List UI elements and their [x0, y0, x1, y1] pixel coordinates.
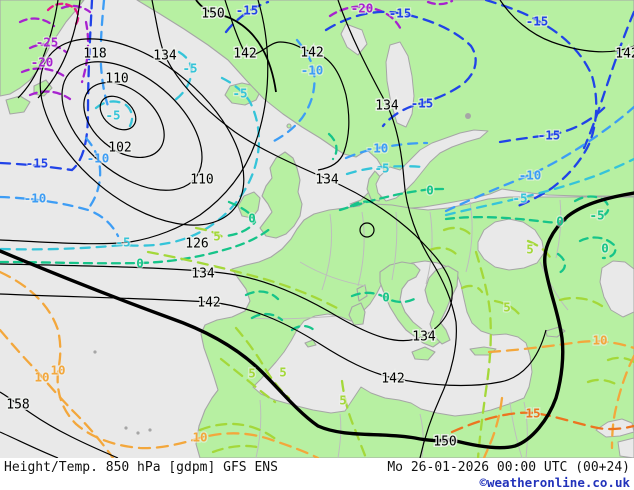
temp-contour-label: 5: [213, 229, 221, 244]
temp-contour-label: 5: [526, 242, 534, 257]
temp-contour-label: -5: [512, 191, 527, 206]
temp-contour-label: 10: [34, 370, 49, 385]
copyright-link[interactable]: ©weatheronline.co.uk: [479, 475, 630, 490]
temp-contour-label: 0: [426, 183, 434, 198]
height-contour-label: 142: [233, 47, 256, 62]
temp-contour-label: 10: [592, 333, 607, 348]
temp-contour-label: -5: [115, 235, 130, 250]
height-contour-label: 142: [197, 296, 220, 311]
height-contour-label: 102: [108, 141, 131, 156]
temp-contour-label: -15: [411, 96, 434, 111]
temp-contour-label: -5: [589, 208, 604, 223]
height-contour-label: 158: [6, 398, 29, 413]
map-svg: 102 110 110 118 126 134 134 134 134 134 142 142 142 1…: [0, 0, 634, 458]
temp-contour-label: 5: [279, 365, 287, 380]
temp-contour-label: -15: [526, 14, 549, 29]
temp-contour-label: -10: [519, 168, 542, 183]
temp-contour-label: -5: [182, 61, 197, 76]
temp-contour-label: -10: [301, 63, 324, 78]
height-contour-label: 150: [201, 7, 224, 22]
height-contour-label: 126: [185, 237, 208, 252]
temp-contour-label: 0: [136, 256, 144, 271]
height-contour-label: 134: [191, 267, 215, 282]
temp-contour-label: -15: [538, 128, 561, 143]
height-contours: [0, 0, 634, 458]
chart-title: Height/Temp. 850 hPa [gdpm] GFS ENS: [4, 460, 278, 475]
temp-contour-label: -10: [24, 191, 47, 206]
temp-contour-label: -5: [105, 108, 120, 123]
height-contour-label: 134: [315, 173, 339, 188]
height-contour-label: 110: [105, 72, 128, 87]
temp-contour-label: 10: [192, 430, 207, 445]
height-contour-label: 142: [300, 46, 323, 61]
temp-contour-label: 15: [525, 406, 540, 421]
temp-contour-label: -20: [31, 55, 54, 70]
temp-contour-label: -10: [366, 141, 389, 156]
temp-contour-label: 0: [248, 211, 256, 226]
valid-time: Mo 26-01-2026 00:00 UTC (00+24): [387, 460, 630, 475]
temp-contour-label: 10: [50, 363, 65, 378]
temp-contour-label: 0: [601, 241, 609, 256]
temp-contour-label: 0: [556, 214, 564, 229]
height-contour-label: 110: [190, 173, 213, 188]
temp-contour-label: -15: [236, 3, 259, 18]
height-contour-label: 134: [412, 330, 436, 345]
height-contour-label: 150: [433, 435, 456, 450]
height-contour-label: 134: [153, 49, 177, 64]
temp-contour-label: -5: [374, 161, 389, 176]
temp-contour-label: -20: [351, 1, 374, 16]
temp-contour-label: -10: [87, 151, 110, 166]
height-contour-label: 118: [83, 47, 106, 62]
weather-map: 102 110 110 118 126 134 134 134 134 134 142 142 142 1…: [0, 0, 634, 458]
temp-contour-label: 5: [248, 366, 256, 381]
temp-contour-label: -15: [26, 156, 49, 171]
med-land: [304, 261, 566, 361]
temp-contour-label: 0: [382, 290, 390, 305]
temp-contour-label: -5: [232, 86, 247, 101]
temperature-contours: [0, 0, 634, 458]
height-contour-label: 142: [381, 372, 404, 387]
height-contour-label: 142: [615, 47, 634, 62]
temp-contour-label: -25: [36, 35, 59, 50]
caption-bar: Height/Temp. 850 hPa [gdpm] GFS ENS Mo 2…: [0, 458, 634, 490]
contour-labels: 102 110 110 118 126 134 134 134 134 134 142 142 142 1…: [5, 0, 634, 451]
temp-contour-label: 5: [339, 393, 347, 408]
temp-contour-label: 5: [503, 300, 511, 315]
temp-contour-label: -15: [389, 6, 412, 21]
height-contour-label: 134: [375, 99, 399, 114]
